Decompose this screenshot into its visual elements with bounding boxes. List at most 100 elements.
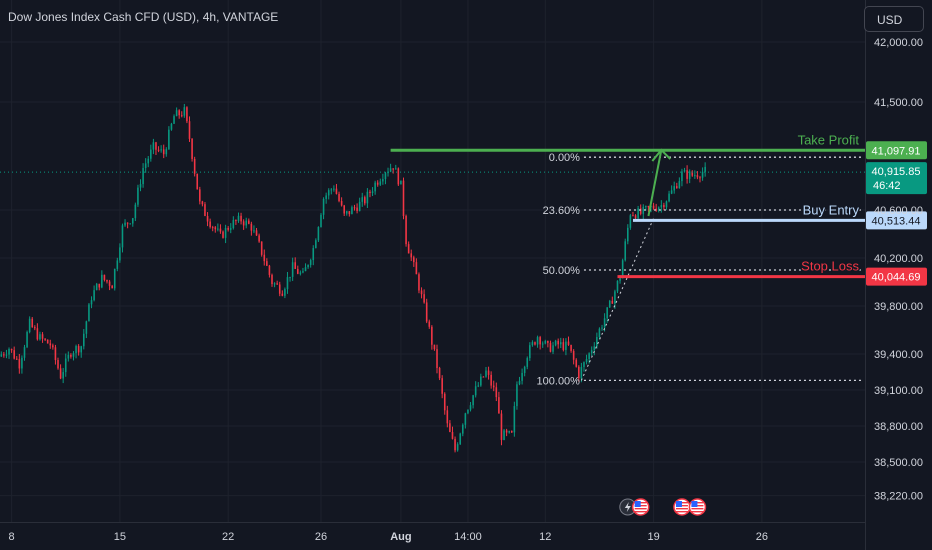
candle <box>606 307 608 323</box>
candle-body <box>41 334 44 339</box>
candle <box>70 353 72 359</box>
candle <box>116 257 119 272</box>
candle-body <box>98 283 101 288</box>
candle-body <box>358 201 361 212</box>
candle-body <box>139 184 142 188</box>
candle-body <box>320 214 322 228</box>
candle-body <box>180 115 183 117</box>
candle-body <box>338 193 340 202</box>
candle-body <box>608 300 611 308</box>
candle-body <box>150 149 152 159</box>
candle-body <box>420 290 423 295</box>
price-tick-label: 41,500.00 <box>874 97 923 109</box>
candle <box>510 430 513 434</box>
candle-body <box>137 187 139 205</box>
candle-body <box>389 168 392 172</box>
candle-body <box>101 274 103 288</box>
candle-body <box>263 254 266 262</box>
candle <box>686 165 688 184</box>
candle <box>410 249 413 262</box>
candle <box>691 170 694 177</box>
candle <box>276 280 278 285</box>
candle <box>629 213 632 230</box>
stop-loss-price-tag: 40,044.69 <box>866 267 927 286</box>
price-tag-text: 40,513.44 <box>872 215 921 227</box>
candle-body <box>59 368 62 379</box>
candle <box>80 345 83 358</box>
candle-body <box>93 290 95 301</box>
candle <box>90 296 93 309</box>
candle-body <box>655 208 657 211</box>
time-axis-labels: 8 15 22 26 Aug 14:00 12 19 26 <box>9 531 768 543</box>
candle-body <box>518 380 521 385</box>
candle-body <box>258 235 260 242</box>
candle <box>554 339 557 347</box>
candle-body <box>85 321 88 334</box>
candle <box>13 346 15 360</box>
candle-body <box>255 230 258 236</box>
candle-body <box>327 190 330 196</box>
candle-body <box>250 223 253 231</box>
candle <box>678 177 681 189</box>
candle-body <box>616 280 619 292</box>
candle-body <box>461 424 464 434</box>
flag-canton <box>634 501 641 507</box>
candle <box>255 227 258 236</box>
candle <box>201 200 204 207</box>
candle-body <box>307 264 309 268</box>
price-tag-bg <box>866 267 927 286</box>
candle <box>307 264 309 269</box>
candle <box>330 188 333 195</box>
candle-body <box>162 149 165 155</box>
candle-body <box>413 257 415 263</box>
candle <box>199 186 201 205</box>
candle-body <box>704 166 706 172</box>
candle-body <box>209 221 211 228</box>
candle <box>286 271 289 294</box>
candle-body <box>523 366 526 373</box>
candle <box>699 175 701 183</box>
candle <box>531 340 534 347</box>
candle-body <box>144 163 147 169</box>
candle <box>5 349 8 359</box>
candle <box>366 188 369 209</box>
candle <box>345 210 348 216</box>
candle <box>518 376 521 386</box>
candle-body <box>552 345 554 352</box>
candle-body <box>686 170 688 179</box>
candle <box>309 258 312 268</box>
candle-body <box>232 220 235 229</box>
candle-body <box>407 244 410 254</box>
candle-body <box>317 227 320 241</box>
candle <box>260 241 263 257</box>
candle-body <box>278 284 281 294</box>
target-arrow <box>647 148 672 217</box>
candle <box>178 109 180 119</box>
currency-button[interactable]: USD <box>864 6 924 32</box>
candle-body <box>443 393 446 411</box>
candles <box>0 103 706 453</box>
candle-body <box>596 337 598 347</box>
price-tick-label: 38,500.00 <box>874 457 923 469</box>
candle-body <box>441 378 443 394</box>
candle <box>152 138 155 155</box>
candle-body <box>541 343 544 345</box>
candle <box>289 276 291 282</box>
candle <box>534 341 536 346</box>
candle <box>539 335 541 350</box>
candle-body <box>696 175 699 178</box>
candle-body <box>204 204 206 216</box>
candle <box>340 197 343 207</box>
candle-body <box>565 341 567 350</box>
candle-body <box>34 327 36 329</box>
current-price-tag: 40,915.85 46:42 <box>866 162 927 195</box>
candle-body <box>291 262 294 277</box>
candle-body <box>304 267 307 272</box>
candle <box>144 158 147 173</box>
candle-body <box>299 272 302 274</box>
candle <box>526 356 529 370</box>
fib-level-label: 23.60% <box>543 205 581 217</box>
candle-body <box>268 265 271 275</box>
candle <box>536 335 539 348</box>
